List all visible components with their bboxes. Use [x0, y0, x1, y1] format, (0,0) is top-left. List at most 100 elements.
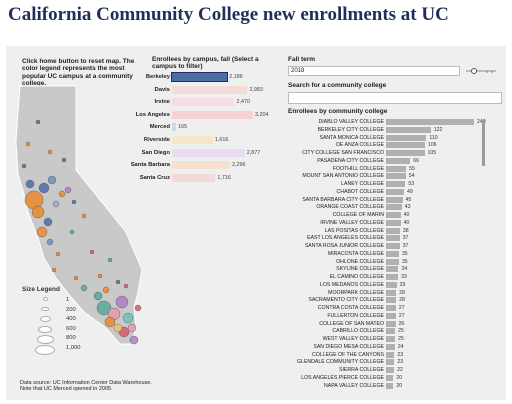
college-marker[interactable]	[47, 175, 57, 185]
college-marker[interactable]	[97, 273, 103, 279]
college-name: EAST LOS ANGELES COLLEGE	[307, 235, 384, 242]
college-row[interactable]: FULLERTON COLLEGE 27	[288, 312, 488, 320]
college-row[interactable]: SKYLINE COLLEGE 34	[288, 265, 488, 273]
college-value: 38	[402, 227, 409, 234]
college-name: COLLEGE OF THE CANYONS	[312, 351, 384, 358]
college-marker[interactable]	[64, 186, 72, 194]
campus-row-san-diego[interactable]: San Diego 2,877	[142, 148, 284, 158]
college-row[interactable]: EL CAMINO COLLEGE 33	[288, 273, 488, 281]
fall-term-slider[interactable]: ‹ ›	[466, 66, 496, 76]
college-marker[interactable]	[73, 275, 79, 281]
college-marker[interactable]	[80, 284, 88, 292]
college-value: 25	[398, 336, 404, 342]
college-list-scrollbar[interactable]	[482, 120, 485, 166]
college-row[interactable]: EAST LOS ANGELES COLLEGE 37	[288, 234, 488, 242]
college-marker[interactable]	[102, 286, 110, 294]
college-row[interactable]: SIERRA COLLEGE 22	[288, 366, 488, 374]
college-marker[interactable]	[115, 279, 121, 285]
college-marker[interactable]	[35, 119, 41, 125]
college-marker[interactable]	[134, 304, 142, 312]
college-marker[interactable]	[55, 251, 61, 257]
campus-row-santa-cruz[interactable]: Santa Cruz 1,716	[140, 173, 284, 183]
college-marker[interactable]	[122, 312, 134, 324]
college-name: IRVINE VALLEY COLLEGE	[320, 219, 384, 226]
college-marker[interactable]	[127, 323, 137, 333]
college-marker[interactable]	[31, 205, 45, 219]
college-row[interactable]: MIRACOSTA COLLEGE 35	[288, 250, 488, 258]
college-marker[interactable]	[107, 257, 113, 263]
college-marker[interactable]	[58, 190, 66, 198]
college-row[interactable]: DIABLO VALLEY COLLEGE 240	[288, 118, 488, 126]
college-marker[interactable]	[81, 213, 87, 219]
college-marker[interactable]	[52, 200, 60, 208]
college-row[interactable]: MOORPARK COLLEGE 28	[288, 289, 488, 297]
college-marker[interactable]	[89, 249, 95, 255]
college-row[interactable]: GLENDALE COMMUNITY COLLEGE 23	[288, 358, 488, 366]
college-row[interactable]: BERKELEY CITY COLLEGE 122	[288, 126, 488, 134]
college-row[interactable]: IRVINE VALLEY COLLEGE 40	[288, 219, 488, 227]
college-marker[interactable]	[71, 199, 77, 205]
campus-bar	[172, 148, 245, 157]
campus-row-riverside[interactable]: Riverside 1,616	[144, 135, 284, 145]
campus-name: Santa Barbara	[130, 162, 170, 169]
campus-row-los-angeles[interactable]: Los Angeles 3,204	[136, 110, 284, 120]
campus-row-santa-barbara[interactable]: Santa Barbara 2,296	[131, 160, 284, 170]
size-legend-value: 800	[66, 335, 76, 341]
college-marker[interactable]	[129, 335, 139, 345]
college-row[interactable]: COLLEGE OF THE CANYONS 23	[288, 351, 488, 359]
college-row[interactable]: SAN DIEGO MESA COLLEGE 24	[288, 343, 488, 351]
college-row[interactable]: COLLEGE OF MARIN 40	[288, 211, 488, 219]
college-marker[interactable]	[43, 217, 53, 227]
college-marker[interactable]	[25, 179, 35, 189]
california-map[interactable]	[14, 82, 146, 378]
college-value: 22	[397, 367, 403, 373]
campus-row-davis[interactable]: Davis 2,983	[144, 85, 284, 95]
fall-term-select[interactable]: 2018	[288, 66, 460, 76]
college-row[interactable]: CITY COLLEGE SAN FRANCISCO 105	[288, 149, 488, 157]
size-legend-value: 600	[66, 325, 76, 332]
college-marker[interactable]	[96, 300, 112, 316]
college-row[interactable]: LAS POSITAS COLLEGE 38	[288, 227, 488, 235]
college-marker[interactable]	[104, 316, 116, 328]
college-marker[interactable]	[36, 226, 48, 238]
college-marker[interactable]	[113, 323, 123, 333]
college-row[interactable]: SANTA BARBARA CITY COLLEGE 45	[288, 196, 488, 204]
college-row[interactable]: DE ANZA COLLEGE 106	[288, 141, 488, 149]
college-marker[interactable]	[69, 229, 75, 235]
college-marker[interactable]	[93, 291, 103, 301]
college-row[interactable]: SANTA MONICA COLLEGE 110	[288, 134, 488, 142]
college-row[interactable]: LOS MEDANOS COLLEGE 29	[288, 281, 488, 289]
college-row[interactable]: MOUNT SAN ANTONIO COLLEGE 54	[288, 172, 488, 180]
college-row[interactable]: LOS ANGELES PIERCE COLLEGE 20	[288, 374, 488, 382]
search-input[interactable]	[288, 92, 502, 104]
college-name: SKYLINE COLLEGE	[336, 266, 384, 273]
campus-row-irvine[interactable]: Irvine 2,470	[144, 97, 284, 107]
college-marker[interactable]	[115, 295, 129, 309]
campus-row-merced[interactable]: Merced 165	[144, 122, 284, 132]
college-row[interactable]: LANEY COLLEGE 53	[288, 180, 488, 188]
college-row[interactable]: ORANGE COAST COLLEGE 43	[288, 203, 488, 211]
college-marker[interactable]	[51, 267, 57, 273]
college-marker[interactable]	[25, 141, 31, 147]
college-row[interactable]: CABRILLO COLLEGE 25	[288, 327, 488, 335]
college-row[interactable]: FOOTHILL COLLEGE 55	[288, 165, 488, 173]
college-name: DE ANZA COLLEGE	[336, 142, 384, 149]
college-row[interactable]: SACRAMENTO CITY COLLEGE 28	[288, 296, 488, 304]
campus-row-berkeley[interactable]: Berkeley 2,186	[144, 72, 284, 82]
college-row[interactable]: CONTRA COSTA COLLEGE 27	[288, 304, 488, 312]
slider-next-icon: ›	[491, 70, 493, 76]
college-marker[interactable]	[47, 149, 53, 155]
college-marker[interactable]	[21, 163, 27, 169]
college-row[interactable]: WEST VALLEY COLLEGE 25	[288, 335, 488, 343]
college-marker[interactable]	[123, 283, 129, 289]
college-marker[interactable]	[38, 182, 50, 194]
college-row[interactable]: PASADENA CITY COLLEGE 66	[288, 157, 488, 165]
college-row[interactable]: CHABOT COLLEGE 49	[288, 188, 488, 196]
college-row[interactable]: OHLONE COLLEGE 35	[288, 258, 488, 266]
college-row[interactable]: SANTA ROSA JUNIOR COLLEGE 37	[288, 242, 488, 250]
college-marker[interactable]	[46, 238, 54, 246]
college-marker[interactable]	[61, 157, 67, 163]
college-row[interactable]: NAPA VALLEY COLLEGE 20	[288, 382, 488, 390]
college-name: SAN DIEGO MESA COLLEGE	[313, 343, 384, 350]
college-row[interactable]: COLLEGE OF SAN MATEO 26	[288, 320, 488, 328]
